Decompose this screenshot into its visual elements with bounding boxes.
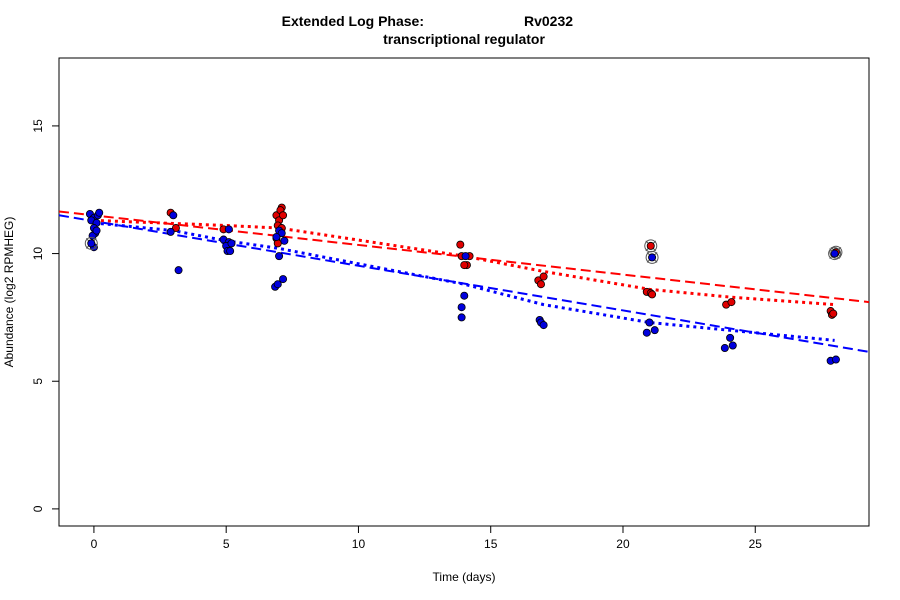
blue-data-point [650,326,659,335]
x-tick-label: 5 [223,537,230,551]
red-dotted-trend-line [93,218,835,307]
chart-title-left: Extended Log Phase: [282,13,424,29]
blue-highlighted-point [830,249,839,258]
blue-data-point [227,239,236,248]
blue-data-point [174,266,183,275]
blue-data-point [460,291,469,300]
red-data-point [536,280,545,289]
y-tick-label: 10 [31,247,45,261]
blue-highlighted-point [648,253,657,262]
red-data-point [539,272,548,281]
blue-dashed-fit-line [58,214,870,353]
highlight-ring [645,250,659,264]
blue-data-point [166,227,175,236]
plot-frame [58,57,870,527]
red-highlighted-point [646,241,655,250]
blue-dotted-trend-line [93,221,835,342]
chart-title-right: Rv0232 [524,13,573,29]
blue-data-point [273,280,282,289]
blue-highlighted-point [87,239,96,248]
blue-data-point [92,226,101,235]
blue-data-point [728,341,737,350]
red-data-point [829,309,838,318]
highlight-ring [84,236,98,250]
red-data-point [648,290,657,299]
red-data-point [727,298,736,307]
blue-data-point [280,236,289,245]
blue-data-point [461,252,470,261]
x-tick-label: 0 [91,537,98,551]
blue-data-point [224,225,233,234]
y-tick-label: 15 [31,119,45,133]
x-tick-label: 15 [484,537,498,551]
blue-data-point [275,252,284,261]
red-data-point [171,224,180,233]
blue-data-point [642,328,651,337]
blue-data-point [539,321,548,330]
highlight-ring [829,245,843,259]
red-data-point [456,240,465,249]
x-tick-label: 10 [352,537,366,551]
y-tick-label: 0 [31,505,45,512]
blue-data-point [457,313,466,322]
blue-data-point [457,303,466,312]
x-tick-label: 25 [749,537,763,551]
blue-data-point [277,229,286,238]
red-data-point [460,261,469,270]
blue-data-point [272,232,281,241]
blue-data-point [279,275,288,284]
x-tick-label: 20 [616,537,630,551]
chart-subtitle: transcriptional regulator [383,31,545,47]
y-tick-label: 5 [31,378,45,385]
blue-data-point [226,247,235,256]
red-data-point [273,239,282,248]
blue-data-point [720,344,729,353]
blue-data-point [95,208,104,217]
blue-data-point [169,211,178,220]
x-axis-label: Time (days) [433,570,496,584]
red-data-point [279,211,288,220]
blue-data-point [726,333,735,342]
y-axis-label: Abundance (log2 RPMHEG) [2,217,16,368]
highlight-ring [828,247,842,261]
blue-data-point [645,318,654,327]
blue-data-point [831,355,840,364]
